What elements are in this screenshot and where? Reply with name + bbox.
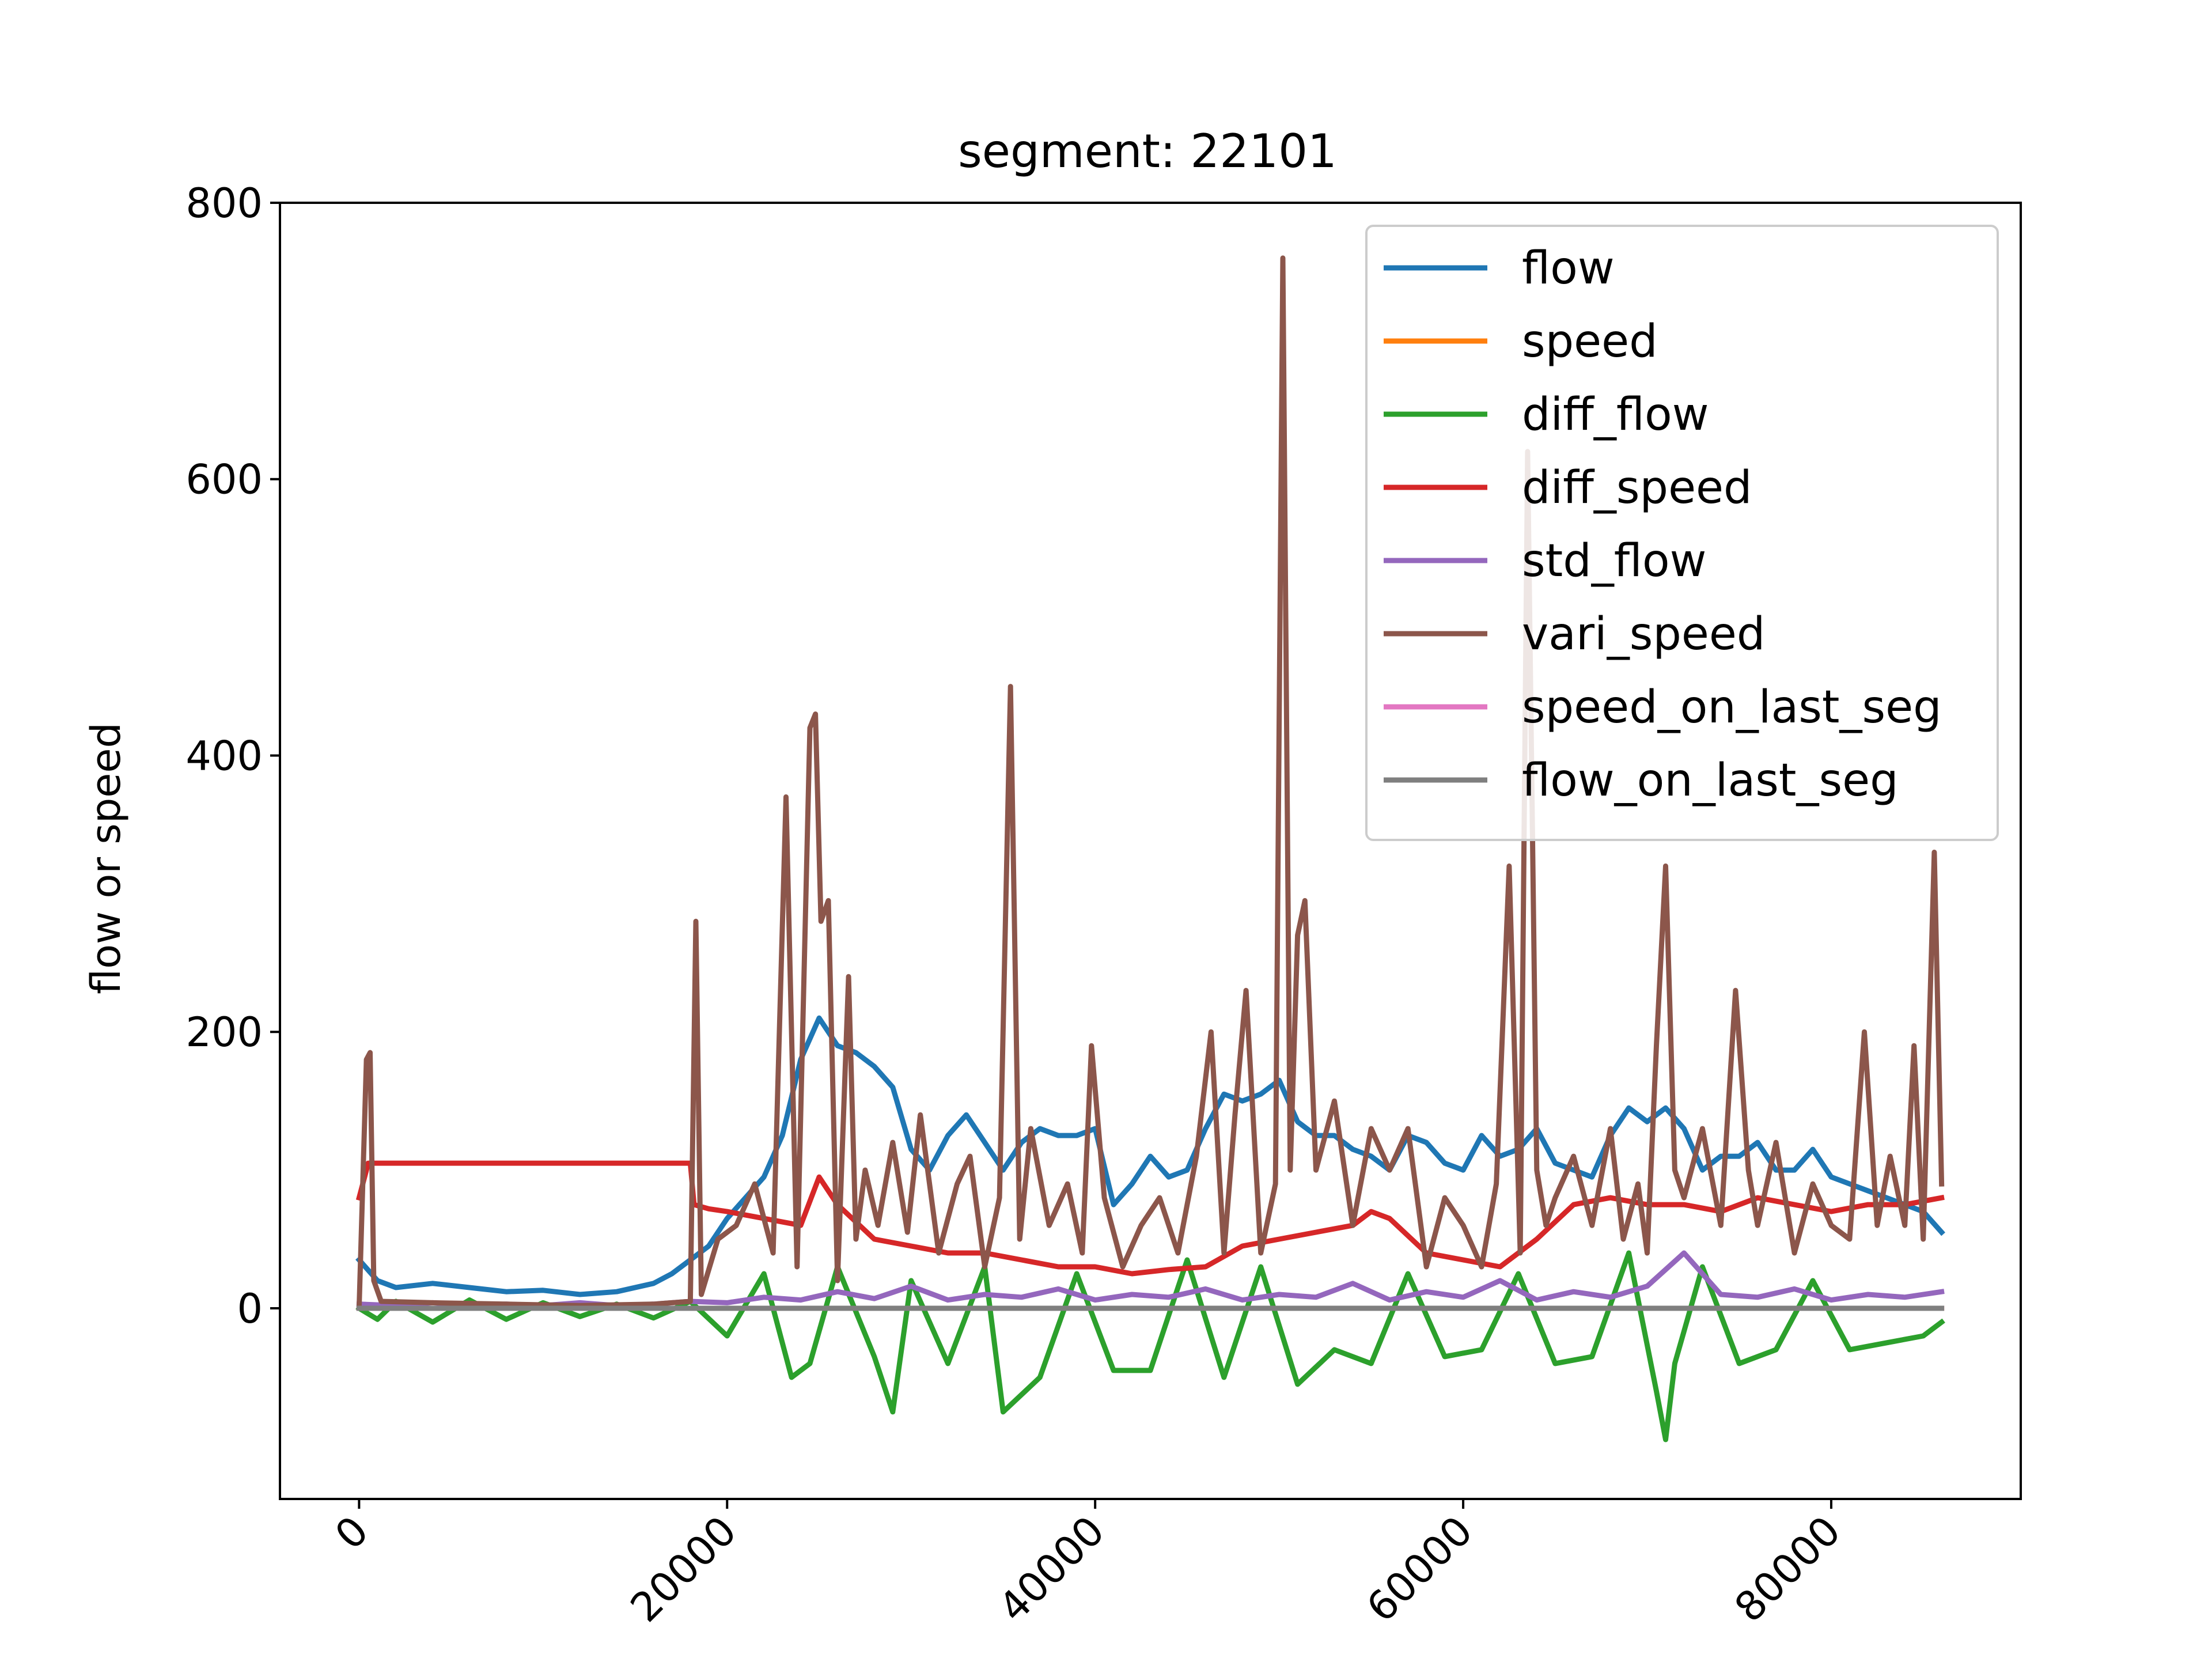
y-tick-label: 200 <box>185 1009 263 1056</box>
y-tick-label: 600 <box>185 456 263 503</box>
series-lines <box>355 255 1945 1443</box>
legend-label-diff-flow: diff_flow <box>1522 389 1709 441</box>
chart-title: segment: 22101 <box>958 124 1337 178</box>
legend-label-vari-speed: vari_speed <box>1522 608 1765 660</box>
y-tick-label: 0 <box>237 1285 263 1332</box>
legend: flow speed diff_flow diff_speed std_flowvari… <box>1365 225 1999 841</box>
plot-frame <box>279 202 2022 1500</box>
legend-label-diff-speed: diff_speed <box>1522 462 1752 514</box>
y-tick-label: 400 <box>185 732 263 779</box>
series-line-diff-speed <box>355 1160 1945 1277</box>
series-line-vari-speed <box>356 255 1945 1311</box>
plot-area <box>279 202 2022 1500</box>
y-axis: 0 200 400 600 800 <box>185 180 280 1332</box>
y-tick-label: 800 <box>185 180 263 227</box>
legend-label-speed: speed <box>1522 316 1658 368</box>
legend-label-speed-on-last-seg: speed_on_last_seg <box>1522 682 1942 733</box>
y-axis-label: flow or speed <box>82 722 130 994</box>
legend-label-std-flow: std_flow <box>1522 535 1706 587</box>
legend-box <box>1365 225 1999 841</box>
legend-label-flow-on-last-seg: flow_on_last_seg <box>1522 755 1899 807</box>
legend-label-flow: flow <box>1522 243 1615 294</box>
